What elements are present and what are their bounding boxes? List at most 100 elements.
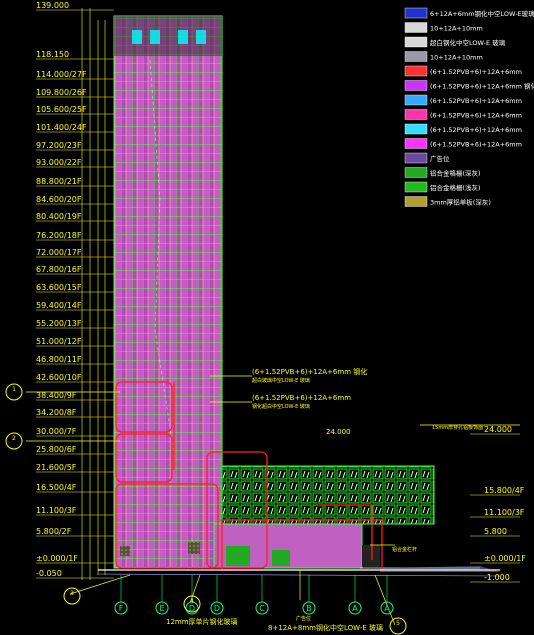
legend-item-5: (6+1.52PVB+6)+12A+6mm 钢化 bbox=[404, 80, 534, 91]
level-11: 76.200/18F bbox=[36, 231, 114, 241]
level-label: 118.150 bbox=[36, 50, 69, 59]
right-level-label: -1.000 bbox=[484, 573, 510, 582]
level-0: 139.000 bbox=[36, 1, 114, 11]
legend-item-6: (6+1.52PVB+6)+12A+6mm bbox=[404, 94, 522, 106]
level-9: 84.600/20F bbox=[36, 195, 114, 205]
level-label: 88.800/21F bbox=[36, 177, 82, 186]
legend-swatch bbox=[404, 138, 428, 149]
level-label: 93.000/22F bbox=[36, 158, 82, 167]
axis-label: B bbox=[306, 604, 312, 613]
svg-text:3: 3 bbox=[70, 590, 74, 597]
legend-item-4: (6+1.52PVB+6)+12A+6mm bbox=[404, 65, 522, 77]
level-14: 63.600/15F bbox=[36, 283, 114, 293]
callout-4: 4 bbox=[183, 595, 201, 613]
leader-lines bbox=[26, 375, 520, 626]
level-1: 118.150 bbox=[36, 50, 114, 60]
level-label: 72.000/17F bbox=[36, 248, 82, 257]
right-level-label: 24.000 bbox=[484, 425, 512, 434]
level-18: 46.800/11F bbox=[36, 355, 114, 365]
level-label: 55.200/13F bbox=[36, 319, 82, 328]
axis-label: E bbox=[159, 604, 164, 613]
level-label: 63.600/15F bbox=[36, 283, 82, 292]
legend-label: 10+12A+10mm bbox=[430, 54, 483, 62]
svg-text:1: 1 bbox=[12, 386, 16, 393]
axis-5: B bbox=[302, 575, 316, 615]
axis-7: A bbox=[380, 575, 394, 615]
level-10: 80.400/19F bbox=[36, 212, 114, 222]
axis-4: C bbox=[255, 575, 269, 615]
level-5: 101.400/24F bbox=[36, 123, 114, 133]
axis-label: D bbox=[214, 604, 220, 613]
level-label: 34.200/8F bbox=[36, 408, 77, 417]
bottom-note-2: 8+12A+8mm钢化中空LOW-E 玻璃 bbox=[268, 623, 383, 632]
callout-3: 3 bbox=[63, 587, 81, 605]
legend-item-2: 超白钢化中空LOW-E 玻璃 bbox=[404, 36, 506, 48]
level-28: ±0.000/1F bbox=[36, 554, 114, 564]
material-legend: 6+12A+6mm钢化中空LOW-E玻璃 10+12A+10mm 超白钢化中空LOW… bbox=[404, 7, 534, 207]
level-label: 139.000 bbox=[36, 1, 69, 10]
axis-1: E bbox=[155, 575, 169, 615]
section-outlines bbox=[115, 381, 383, 571]
level-label: 25.800/6F bbox=[36, 445, 77, 454]
legend-label: (6+1.52PVB+6)+12A+6mm 钢化 bbox=[430, 82, 534, 91]
level-21: 34.200/8F bbox=[36, 408, 114, 418]
bottom-note-1: 12mm厚单片钢化玻璃 bbox=[166, 617, 238, 626]
level-label: 46.800/11F bbox=[36, 355, 82, 364]
level-12: 72.000/17F bbox=[36, 248, 114, 258]
level-15: 59.400/14F bbox=[36, 301, 114, 311]
level-label: 84.600/20F bbox=[36, 195, 82, 204]
legend-item-12: 铝合金格栅(浅灰) bbox=[404, 181, 481, 193]
legend-swatch bbox=[404, 7, 428, 19]
right-level-0: 24.000 bbox=[470, 425, 520, 435]
level-label: 97.200/23F bbox=[36, 141, 82, 150]
level-label: 109.800/26F bbox=[36, 88, 87, 97]
podium-facade bbox=[120, 465, 500, 572]
podium-dim: 24.000 bbox=[326, 428, 351, 436]
legend-label: 铝合金格栅(浅灰) bbox=[430, 183, 481, 192]
level-label: 38.400/9F bbox=[36, 391, 77, 400]
legend-swatch bbox=[404, 167, 428, 178]
level-27: 5.800/2F bbox=[36, 527, 114, 537]
level-6: 97.200/23F bbox=[36, 141, 114, 151]
level-label: 114.000/27F bbox=[36, 70, 87, 79]
right-level-labels: 24.000 15.800/4F 11.100/3F 5.800 ±0.000/1F -1… bbox=[470, 425, 526, 583]
level-label: 101.400/24F bbox=[36, 123, 87, 132]
level-20: 38.400/9F bbox=[36, 391, 114, 401]
annotations: (6+1.52PVB+6)+12A+6mm 钢化 超白玻璃中空LOW-E 玻璃 … bbox=[166, 367, 483, 632]
legend-swatch bbox=[404, 123, 428, 135]
right-level-1: 15.800/4F bbox=[470, 486, 525, 496]
level-3: 109.800/26F bbox=[36, 88, 114, 98]
axis-label: A bbox=[352, 604, 358, 613]
level-4: 105.600/25F bbox=[36, 105, 114, 115]
right-level-label: 15.800/4F bbox=[484, 486, 525, 495]
level-label: ±0.000/1F bbox=[36, 554, 78, 563]
legend-label: (6+1.52PVB+6)+12A+6mm bbox=[430, 112, 522, 120]
level-23: 25.800/6F bbox=[36, 445, 114, 455]
level-25: 16.500/4F bbox=[36, 483, 114, 493]
curtain-note-b: (6+1.52PVB+6)+12A+6mm bbox=[252, 394, 351, 402]
right-level-label: ±0.000/1F bbox=[484, 554, 526, 563]
legend-label: (6+1.52PVB+6)+12A+6mm bbox=[430, 126, 522, 134]
axis-2: D bbox=[185, 575, 199, 615]
legend-item-3: 10+12A+10mm bbox=[404, 51, 483, 62]
callout-5: 5 bbox=[389, 617, 407, 635]
right-level-label: 5.800 bbox=[484, 527, 507, 536]
legend-item-7: (6+1.52PVB+6)+12A+6mm bbox=[404, 109, 522, 120]
legend-label: (6+1.52PVB+6)+12A+6mm bbox=[430, 141, 522, 149]
callout-2: 2 bbox=[5, 432, 23, 450]
level-16: 55.200/13F bbox=[36, 319, 114, 329]
level-label: 80.400/19F bbox=[36, 212, 82, 221]
level-labels: 139.000 118.150 114.000/27F 109.800/26F 105.… bbox=[36, 1, 114, 579]
legend-item-9: (6+1.52PVB+6)+12A+6mm bbox=[404, 138, 522, 149]
axis-3: D bbox=[210, 575, 224, 615]
level-label: 105.600/25F bbox=[36, 105, 87, 114]
legend-swatch bbox=[404, 80, 428, 91]
legend-item-10: 广告位 bbox=[404, 152, 450, 164]
level-label: -0.050 bbox=[36, 569, 62, 578]
svg-text:5: 5 bbox=[396, 620, 400, 627]
level-label: 16.500/4F bbox=[36, 483, 77, 492]
right-level-4: ±0.000/1F bbox=[470, 554, 526, 564]
legend-swatch bbox=[404, 181, 428, 193]
